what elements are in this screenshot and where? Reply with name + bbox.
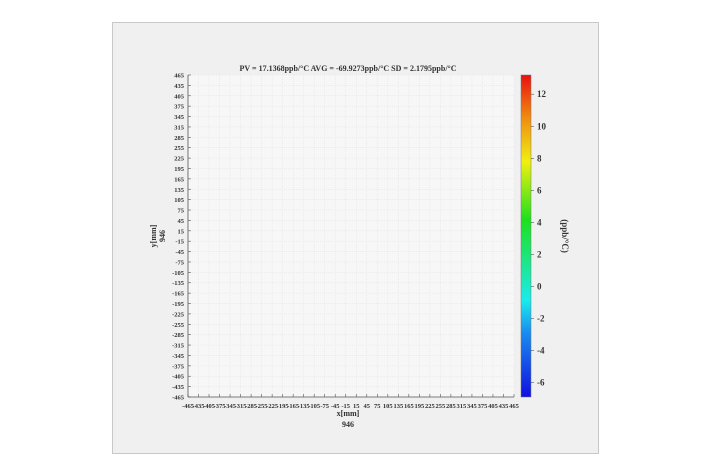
x-tick-label: 255	[436, 403, 447, 410]
colorbar-tick-label: 0	[537, 281, 542, 291]
x-axis-label: x[mm]	[337, 409, 360, 418]
y-tick-label: 195	[174, 166, 185, 173]
y-tick-label: -405	[172, 374, 185, 381]
y-tick-label: 45	[178, 218, 185, 225]
x-tick-label: 225	[425, 403, 436, 410]
colorbar-tick-label: 6	[537, 185, 542, 195]
x-tick-label: -225	[266, 403, 279, 410]
y-axis-label: y[mm]	[149, 224, 158, 247]
x-tick-label: 105	[383, 403, 394, 410]
colorbar-tick-label: -4	[537, 346, 545, 356]
plot-area	[188, 75, 514, 397]
x-tick-label: -195	[277, 403, 290, 410]
x-tick-label: -405	[203, 403, 216, 410]
colorbar	[520, 74, 532, 398]
x-tick-label: 195	[414, 403, 425, 410]
x-tick-label: 135	[393, 403, 404, 410]
y-tick-label: -285	[172, 332, 185, 339]
x-tick-label: -165	[287, 403, 300, 410]
x-tick-label: 375	[478, 403, 489, 410]
x-tick-label: 75	[374, 403, 381, 410]
x-tick-label: -45	[331, 403, 340, 410]
y-tick-label: 405	[174, 93, 185, 100]
y-tick-label: 375	[174, 104, 185, 111]
x-tick-label: 15	[353, 403, 360, 410]
y-tick-label: 225	[174, 156, 185, 163]
y-tick-label: 15	[178, 228, 185, 235]
chart-title: PV = 17.1368ppb/°C AVG = -69.9273ppb/°C …	[239, 64, 456, 73]
x-tick-label: 405	[488, 403, 499, 410]
y-tick-label: -75	[175, 259, 184, 266]
colorbar-tick-label: 8	[537, 153, 542, 163]
y-tick-label: -135	[172, 280, 185, 287]
y-tick-label: -45	[175, 249, 184, 256]
y-tick-label: -225	[172, 311, 185, 318]
x-tick-label: 285	[446, 403, 457, 410]
x-tick-label: -105	[308, 403, 321, 410]
colorbar-label: (ppb/°C)	[560, 219, 570, 253]
x-tick-label: -465	[182, 403, 195, 410]
y-tick-label: 315	[174, 124, 185, 131]
x-tick-label: -285	[245, 403, 258, 410]
colorbar-tick-label: 12	[537, 89, 547, 99]
y-tick-label: 465	[174, 73, 185, 80]
colorbar-tick-label: -2	[537, 314, 545, 324]
y-tick-label: 165	[174, 176, 185, 183]
x-tick-label: 165	[404, 403, 415, 410]
x-tick-label: 45	[364, 403, 371, 410]
y-tick-label: -15	[175, 239, 184, 246]
y-tick-label: 285	[174, 135, 185, 142]
x-tick-label: -15	[341, 403, 350, 410]
x-tick-label: 435	[499, 403, 510, 410]
colorbar-tick-label: 10	[537, 121, 547, 131]
x-tick-label: 345	[467, 403, 478, 410]
y-tick-label: 105	[174, 197, 185, 204]
x-tick-label: -135	[298, 403, 311, 410]
x-tick-label: -255	[256, 403, 269, 410]
x-tick-label: -75	[320, 403, 329, 410]
x-tick-label: -315	[235, 403, 248, 410]
colorbar-tick-label: 2	[537, 249, 542, 259]
x-tick-label: -345	[224, 403, 237, 410]
y-tick-label: -195	[172, 301, 185, 308]
y-tick-label: -345	[172, 353, 185, 360]
y-tick-label: -435	[172, 384, 185, 391]
y-tick-label: 345	[174, 114, 185, 121]
y-tick-label: 135	[174, 187, 185, 194]
y-tick-label: -105	[172, 270, 185, 277]
x-axis-sublabel: 946	[342, 420, 354, 429]
y-tick-label: -255	[172, 322, 185, 329]
y-tick-label: -375	[172, 363, 185, 370]
y-tick-label: 435	[174, 83, 185, 90]
y-axis-sublabel: 946	[158, 230, 167, 242]
x-tick-label: 465	[509, 403, 520, 410]
colorbar-tick-label: 4	[537, 217, 542, 227]
y-tick-label: -165	[172, 291, 185, 298]
y-tick-label: 255	[174, 145, 185, 152]
x-tick-label: -375	[214, 403, 227, 410]
colorbar-tick-label: -6	[537, 378, 545, 388]
y-tick-label: -315	[172, 343, 185, 350]
y-tick-label: -465	[172, 395, 185, 402]
x-tick-label: -435	[193, 403, 206, 410]
x-tick-label: 315	[457, 403, 468, 410]
y-tick-label: 75	[178, 208, 185, 215]
